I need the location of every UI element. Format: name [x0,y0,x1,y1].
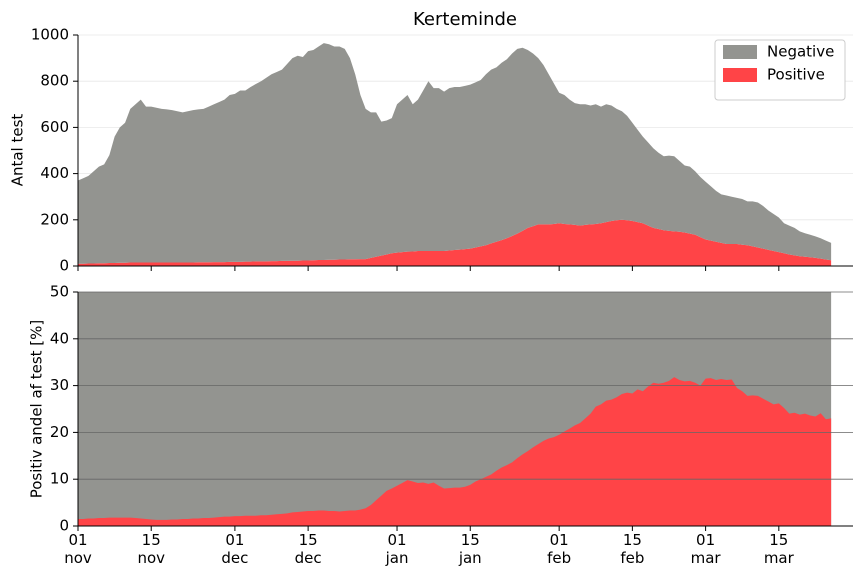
x-tick-label: 01 feb [547,531,571,567]
y-axis-label: Antal test [9,114,27,187]
y-tick-label: 30 [50,376,69,394]
x-tick-label: 15 mar [764,531,795,567]
y-tick-label: 40 [50,329,69,347]
legend-label: Positive [767,66,825,84]
area [78,219,832,266]
y-tick-label: 0 [59,257,69,275]
y-tick-label: 200 [40,210,69,228]
y-axis-label: Positiv andel af test [%] [28,320,46,499]
legend-swatch [723,68,757,82]
y-tick-label: 1000 [31,26,69,44]
x-tick-label: 01 nov [64,531,92,567]
x-tick-label: 15 nov [137,531,165,567]
y-tick-label: 600 [40,118,69,136]
legend-swatch [723,45,757,59]
chart-title: Kerteminde [413,9,517,30]
x-tick-label: 15 feb [620,531,644,567]
area [78,377,832,526]
area [78,43,832,264]
y-tick-label: 50 [50,283,69,301]
y-tick-label: 10 [50,470,69,488]
x-tick-label: 15 dec [295,531,322,567]
y-tick-label: 800 [40,72,69,90]
y-tick-label: 400 [40,164,69,182]
x-tick-label: 01 jan [385,531,409,567]
x-tick-label: 15 jan [458,531,482,567]
y-tick-label: 20 [50,423,69,441]
legend-label: Negative [767,43,834,61]
x-tick-label: 01 dec [221,531,248,567]
x-tick-label: 01 mar [691,531,722,567]
y-tick-label: 0 [59,517,69,535]
